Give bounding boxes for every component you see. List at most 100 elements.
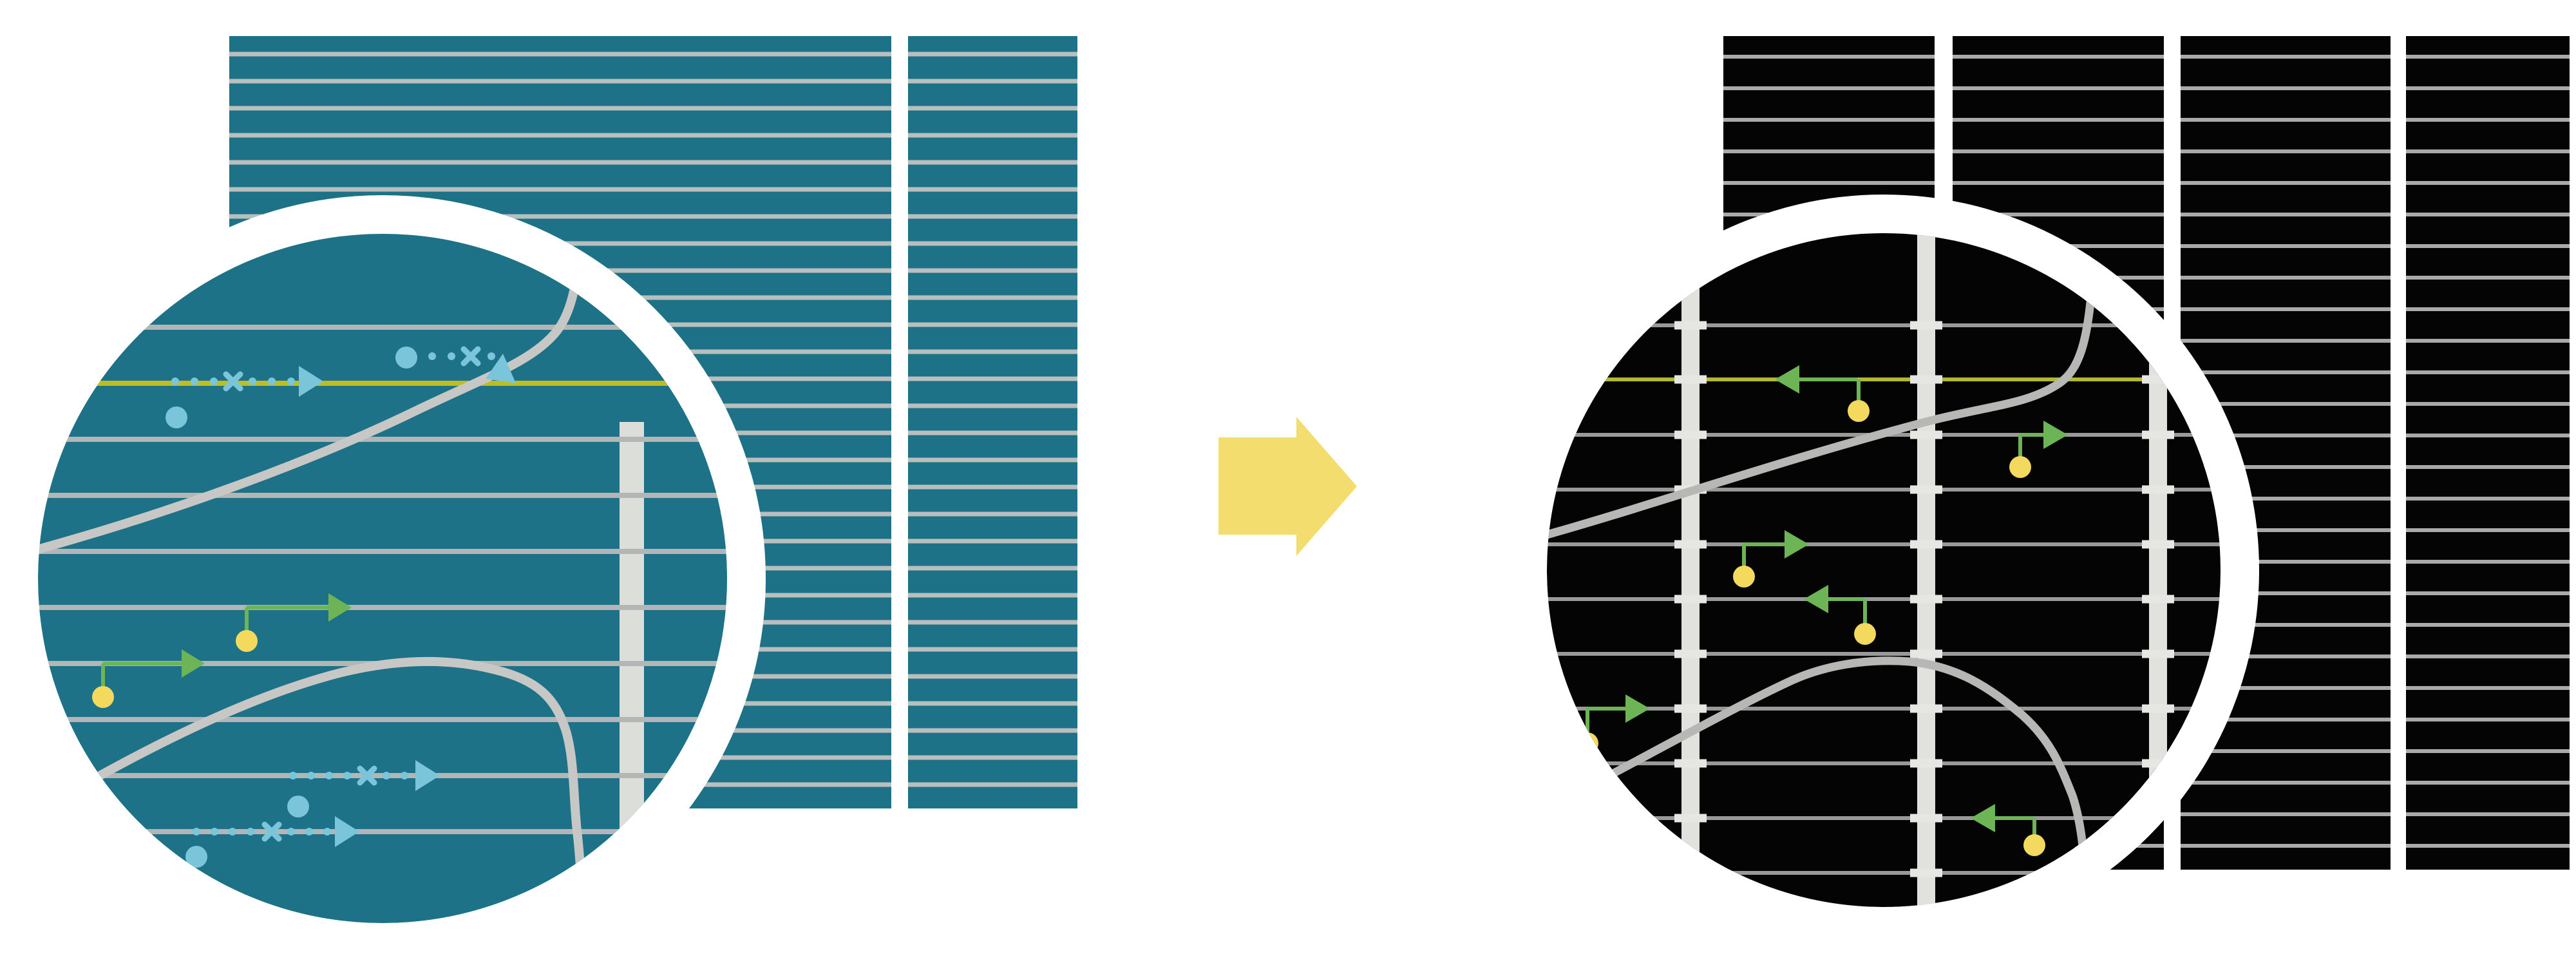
electron-trail-dot <box>287 377 295 385</box>
hole-dot <box>236 630 258 652</box>
recombination-cross-icon <box>357 765 377 786</box>
electron-path-arrow <box>185 816 359 868</box>
electron-dot <box>395 347 417 368</box>
carrier-arrowhead <box>1971 804 1995 832</box>
electron-trail-dot <box>268 377 276 385</box>
left-inset-background <box>38 234 727 923</box>
solder-pad <box>1910 814 1942 823</box>
solder-pad <box>2142 649 2174 658</box>
right-inset-content <box>1547 233 2221 907</box>
hole-path-arrow <box>1971 804 2045 856</box>
solder-pad <box>2142 485 2174 494</box>
electron-trail-dot <box>229 828 236 836</box>
hole-dot <box>1848 400 1870 422</box>
electron-trail-dot <box>211 828 218 836</box>
carrier-arrowhead <box>1625 694 1650 723</box>
carrier-arrowhead <box>299 366 323 397</box>
electron-trail-dot <box>247 828 254 836</box>
electron-trail-dot <box>323 828 331 836</box>
solder-pad <box>1910 704 1942 713</box>
right-cell-panels-panel <box>2406 36 2570 870</box>
solder-pad <box>1910 540 1942 549</box>
solder-pad <box>1910 430 1942 439</box>
solder-pad <box>1674 704 1707 713</box>
hole-dot <box>2009 456 2031 478</box>
solder-pad <box>1674 540 1707 549</box>
electron-trail-dot <box>305 828 313 836</box>
solder-pad <box>2142 430 2174 439</box>
right-cell-panels-wafer <box>2406 36 2570 870</box>
electron-trail-dot <box>343 772 351 779</box>
magnifier-ring <box>1508 195 2259 946</box>
grain-boundary-curve <box>1591 656 2091 884</box>
electron-path-arrow <box>395 346 516 383</box>
electron-trail-dot <box>249 377 256 385</box>
solder-pad <box>1910 595 1942 604</box>
electron-trail-dot <box>448 352 455 360</box>
carrier-arrowhead <box>1804 585 1828 613</box>
electron-trail-dot <box>383 772 390 779</box>
hole-dot <box>1733 566 1755 587</box>
recombination-cross-icon <box>223 371 243 392</box>
carrier-arrowhead <box>1775 365 1799 394</box>
electron-trail-dot <box>191 377 198 385</box>
solder-pad <box>2142 868 2174 877</box>
grain-boundary-curve <box>38 237 584 557</box>
electron-trail-dot <box>289 772 297 779</box>
hole-path-arrow <box>2009 421 2068 478</box>
hole-path-arrow <box>236 593 352 652</box>
solder-pad <box>1910 649 1942 658</box>
electron-path-arrow <box>287 760 440 817</box>
electron-trail-dot <box>401 772 408 779</box>
recombination-cross-icon <box>261 821 282 842</box>
hole-dot <box>92 686 114 708</box>
carrier-arrowhead <box>328 593 352 622</box>
solder-pad <box>1910 485 1942 494</box>
solder-pad <box>1674 759 1707 768</box>
electron-trail-dot <box>287 828 295 836</box>
solder-pad <box>1674 595 1707 604</box>
carrier-arrowhead <box>1785 530 1809 559</box>
electron-trail-dot <box>428 352 436 360</box>
electron-dot <box>166 406 187 428</box>
hole-dot <box>1854 623 1876 645</box>
right-cell-panels-panel <box>2181 36 2391 870</box>
solder-pad <box>1674 649 1707 658</box>
busbar <box>1917 233 1935 907</box>
magnifier-ring <box>0 195 766 962</box>
hole-path-arrow <box>1733 530 1809 587</box>
carrier-arrowhead <box>2043 421 2068 449</box>
solder-pad <box>1674 375 1707 384</box>
grain-boundary-curve <box>1547 263 2099 540</box>
electron-path-arrow <box>166 366 323 428</box>
solder-pad <box>1910 375 1942 384</box>
carrier-arrowhead <box>182 649 205 678</box>
electron-trail-dot <box>210 377 218 385</box>
hole-path-arrow <box>92 649 205 708</box>
electron-trail-dot <box>488 352 495 360</box>
carrier-arrowhead <box>335 816 359 847</box>
left-cell-panels-wafer <box>908 36 1077 808</box>
solder-pad <box>1674 321 1707 330</box>
electron-trail-dot <box>325 772 333 779</box>
right-magnifier-inset <box>1508 195 2259 946</box>
busbar <box>620 422 644 837</box>
electron-trail-dot <box>171 377 179 385</box>
hole-dot <box>2023 834 2045 856</box>
left-inset-content <box>38 234 727 923</box>
solder-pad <box>1910 868 1942 877</box>
left-magnifier-inset <box>0 195 766 962</box>
solder-pad <box>2142 595 2174 604</box>
carrier-arrowhead <box>415 760 440 791</box>
electron-dot <box>185 846 207 868</box>
transition-arrow-icon <box>1218 417 1357 556</box>
solder-pad <box>2142 540 2174 549</box>
solder-pad <box>1910 321 1942 330</box>
grain-boundary-curve <box>79 657 589 923</box>
hole-path-arrow <box>1775 365 1870 422</box>
solder-pad <box>2142 704 2174 713</box>
solder-pad <box>1910 759 1942 768</box>
solder-pad <box>1674 814 1707 823</box>
carrier-arrowhead <box>486 354 516 383</box>
